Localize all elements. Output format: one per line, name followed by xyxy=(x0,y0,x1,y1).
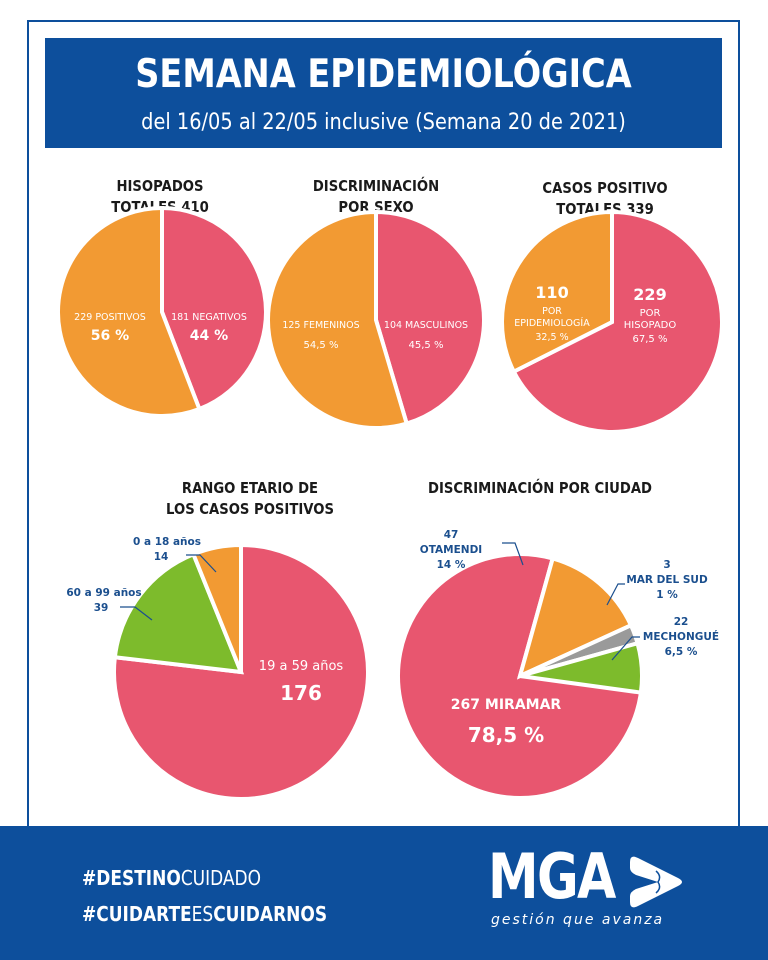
leader-line xyxy=(611,636,640,661)
slice-label: 6,5 % xyxy=(665,646,698,658)
pie-ciudad: 267 MIRAMAR 78,5 % 47 OTAMENDI 14 % 3 MAR DEL … xyxy=(396,529,719,800)
pie-sexo: 104 MASCULINOS 45,5 % 125 FEMENINOS 54,5 % xyxy=(266,209,486,430)
slice-label: 0 a 18 años xyxy=(133,536,201,548)
chart-title-line: DISCRIMINACIÓN POR CIUDAD xyxy=(427,479,653,497)
pie-slice-femeninos xyxy=(266,209,410,430)
pie-hisopados: 181 NEGATIVOS 44 % 229 POSITIVOS 56 % xyxy=(56,205,268,418)
slice-percent: 44 % xyxy=(190,328,228,344)
hashtag-bold: #CUIDARTE xyxy=(82,902,192,926)
chart-title-line: HISOPADOS xyxy=(116,177,204,195)
slice-label: OTAMENDI xyxy=(420,544,482,556)
hashtag-cuidarte: #CUIDARTEESCUIDARNOS xyxy=(82,902,327,926)
page-subtitle: del 16/05 al 22/05 inclusive (Semana 20 … xyxy=(141,110,626,135)
pie-slice-mechongu- xyxy=(519,640,644,695)
chart-title-line: CASOS POSITIVO xyxy=(542,179,668,197)
slice-label: 110 xyxy=(535,283,568,302)
slice-label: 14 % xyxy=(437,559,466,571)
slice-percent: 78,5 % xyxy=(468,723,544,747)
pie-slice-60-a-99-a-os xyxy=(112,551,245,675)
slice-percent: 45,5 % xyxy=(409,340,444,351)
header-banner: SEMANA EPIDEMIOLÓGICA del 16/05 al 22/05… xyxy=(45,38,722,148)
chart-title-line: LOS CASOS POSITIVOS xyxy=(166,500,334,518)
slice-label: POR xyxy=(640,308,661,319)
pie-slice-masculinos xyxy=(374,209,486,427)
slice-label: 32,5 % xyxy=(535,332,568,343)
hashtag-thin: CUIDADO xyxy=(180,866,262,890)
slice-label: 47 xyxy=(444,529,459,541)
pie-edad: 19 a 59 años 176 60 a 99 años 39 0 a 18 años… xyxy=(66,536,370,801)
chevron-right-icon xyxy=(630,856,682,908)
page-title: SEMANA EPIDEMIOLÓGICA xyxy=(135,52,632,97)
chart-title-line: RANGO ETARIO DE xyxy=(181,479,319,497)
slice-label: HISOPADO xyxy=(624,320,677,331)
slice-label: 181 NEGATIVOS xyxy=(171,312,247,323)
slice-label: MAR DEL SUD xyxy=(626,574,708,586)
slice-label: 125 FEMENINOS xyxy=(282,320,359,331)
slice-label: 3 xyxy=(663,559,670,571)
slice-label: 267 MIRAMAR xyxy=(451,697,562,713)
chart-title-ciudad: DISCRIMINACIÓN POR CIUDAD xyxy=(417,478,663,499)
slice-value: 176 xyxy=(280,681,322,705)
slice-label: 67,5 % xyxy=(633,334,668,345)
slice-label: 39 xyxy=(94,602,109,614)
logo-tagline: gestión que avanza xyxy=(491,912,665,928)
slice-label: 1 % xyxy=(656,589,678,601)
slice-label: 60 a 99 años xyxy=(66,587,141,599)
hashtag-thin: ES xyxy=(191,902,214,926)
logo-text: MGA xyxy=(488,840,616,913)
slice-label: EPIDEMIOLOGÍA xyxy=(514,317,590,329)
leader-line xyxy=(606,583,625,606)
hashtag-bold: #DESTINO xyxy=(82,866,181,890)
pie-slice-0-a-18-a-os xyxy=(190,542,243,673)
slice-percent: 54,5 % xyxy=(304,340,339,351)
leader-line xyxy=(186,554,217,573)
slice-label: MECHONGUÉ xyxy=(643,630,719,643)
slice-label: 229 POSITIVOS xyxy=(74,312,146,323)
mga-logo: MGA gestión que avanza xyxy=(488,840,688,940)
slice-label: POR xyxy=(542,306,562,317)
slice-label: 14 xyxy=(154,551,169,563)
pie-slice-por-epidemiolog-a xyxy=(500,209,614,375)
page-frame xyxy=(27,20,740,840)
slice-label: 22 xyxy=(674,616,689,628)
hashtag-destino-cuidado: #DESTINOCUIDADO xyxy=(82,866,261,890)
pie-slice-por-hisopado xyxy=(511,209,724,434)
pie-slice-negativos xyxy=(160,205,268,412)
slice-label: 229 xyxy=(633,285,666,304)
pie-slice-positivos xyxy=(56,205,202,418)
chart-title-line: DISCRIMINACIÓN xyxy=(312,177,440,195)
pie-slice-otamendi xyxy=(516,555,634,680)
hashtag-bold: CUIDARNOS xyxy=(213,902,328,926)
slice-percent: 56 % xyxy=(91,328,129,344)
slice-label: 19 a 59 años xyxy=(259,659,344,674)
leader-line xyxy=(502,542,524,566)
slice-label: 104 MASCULINOS xyxy=(384,320,468,331)
chart-title-edad: RANGO ETARIO DE LOS CASOS POSITIVOS xyxy=(144,478,355,520)
leader-line xyxy=(120,606,153,621)
